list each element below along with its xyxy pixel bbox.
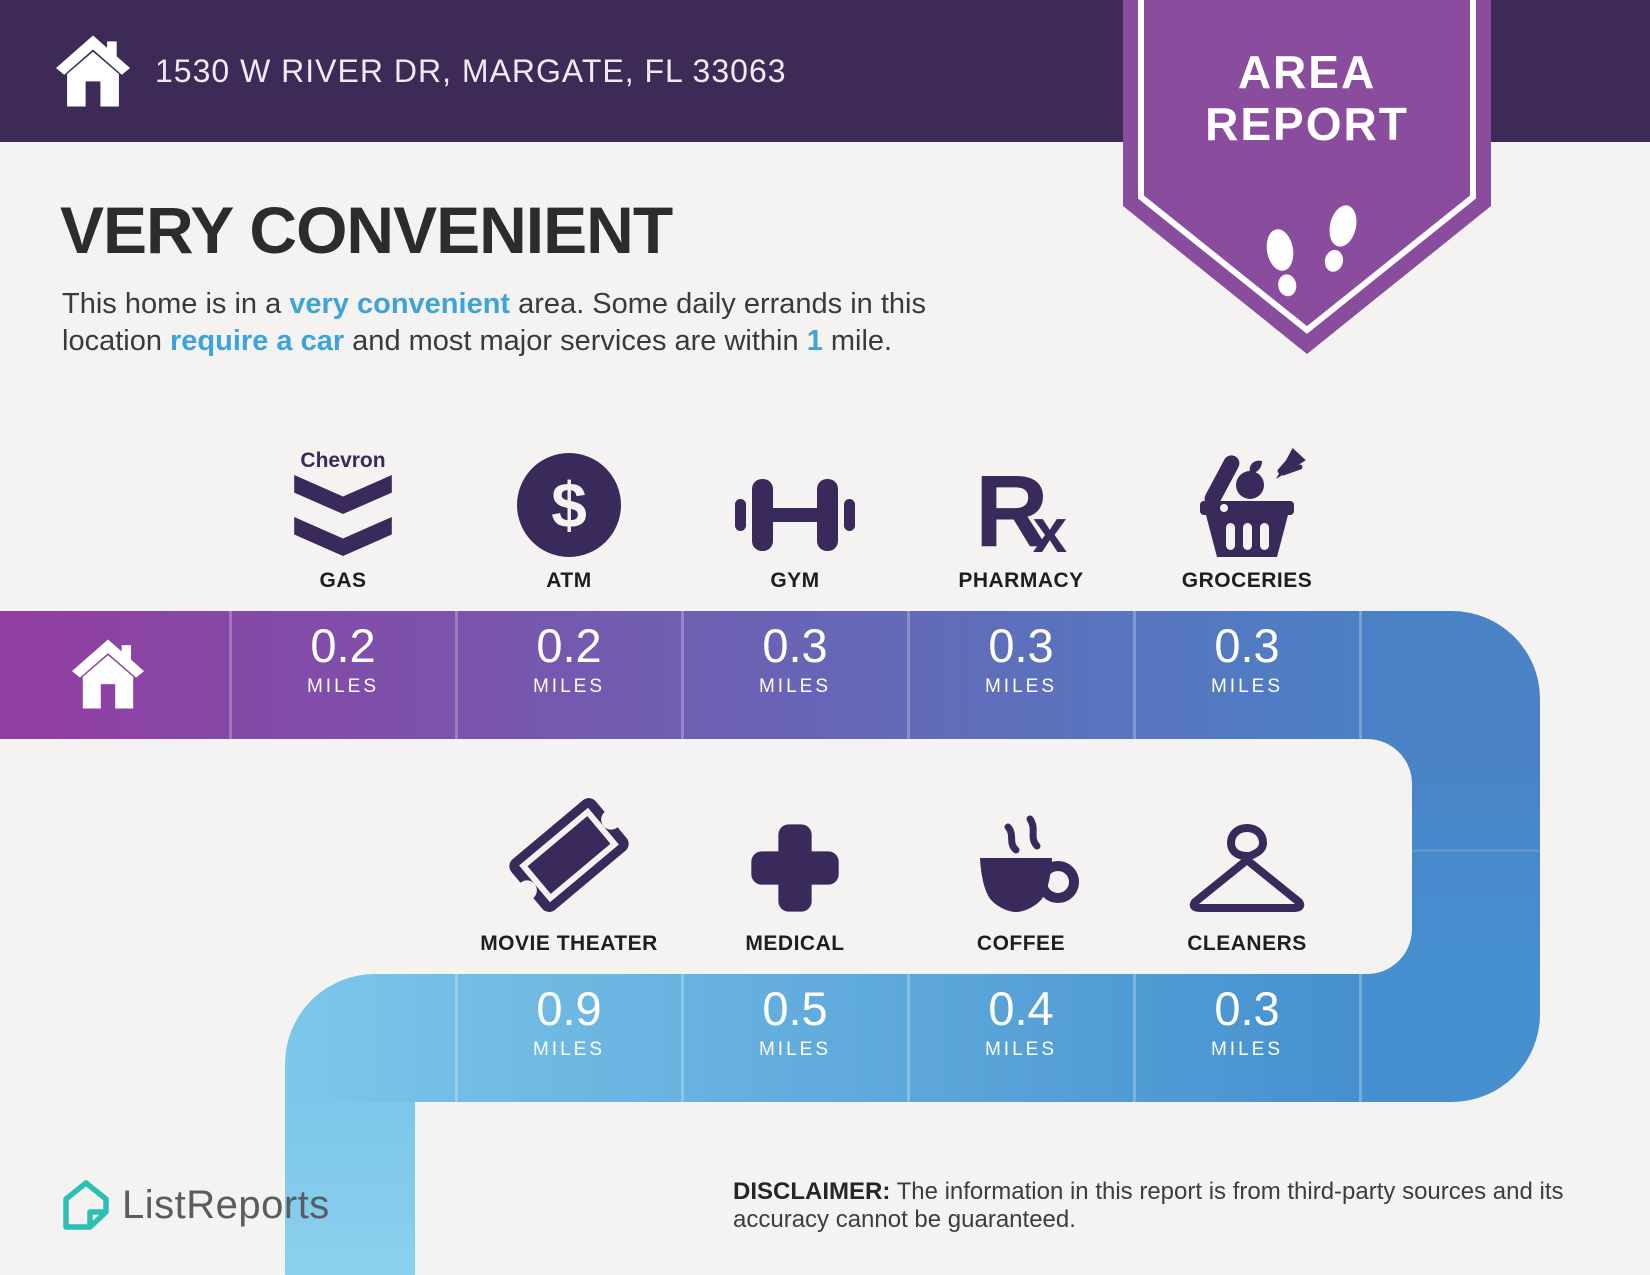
poi-label: ATM <box>546 569 592 592</box>
poi-atm: $ ATM <box>459 415 679 593</box>
badge-line1: AREA <box>1238 46 1376 98</box>
poi-label: PHARMACY <box>958 569 1084 592</box>
poi-label: MEDICAL <box>745 932 845 955</box>
coffee-cup-icon <box>980 815 1079 912</box>
grocery-basket-icon <box>1200 447 1306 557</box>
home-icon <box>56 35 130 107</box>
property-address: 1530 W RIVER DR, MARGATE, FL 33063 <box>155 52 787 89</box>
home-marker-icon <box>72 639 144 709</box>
band-right-connector <box>1340 739 1540 974</box>
disclaimer: DISCLAIMER: The information in this repo… <box>733 1178 1564 1233</box>
poi-movie-theater: MOVIE THEATER <box>459 788 679 956</box>
poi-cleaners: CLEANERS <box>1137 788 1357 956</box>
listreports-logo-icon <box>63 1180 109 1230</box>
description-line2: location require a car and most major se… <box>62 325 893 357</box>
distance-groceries: 0.3 MILES <box>1210 619 1284 698</box>
description: This home is in a very convenient area. … <box>62 286 926 360</box>
band-row2 <box>285 974 1540 1102</box>
listreports-logo-text: ListReports <box>122 1182 330 1227</box>
distance-medical: 0.5 MILES <box>758 982 832 1061</box>
distance-pharmacy: 0.3 MILES <box>984 619 1058 698</box>
band-tail <box>285 1102 415 1275</box>
dumbbell-icon <box>735 479 855 551</box>
distance-gym: 0.3 MILES <box>758 619 832 698</box>
chevron-gas-logo: Chevron <box>294 449 392 557</box>
poi-label: GAS <box>319 569 367 592</box>
distance-atm: 0.2 MILES <box>532 619 606 698</box>
poi-gym: GYM <box>685 415 905 593</box>
distance-cleaners: 0.3 MILES <box>1210 982 1284 1061</box>
area-report-badge: AREA REPORT <box>1123 0 1491 354</box>
poi-label: GYM <box>770 569 820 592</box>
poi-label: COFFEE <box>976 932 1066 955</box>
footprints-icon <box>1266 205 1357 297</box>
poi-coffee: COFFEE <box>911 788 1131 956</box>
poi-groceries: GROCERIES <box>1137 415 1357 593</box>
ticket-icon <box>509 798 629 912</box>
poi-label: CLEANERS <box>1187 932 1307 955</box>
badge-line2: REPORT <box>1205 98 1409 150</box>
band-row1 <box>0 611 1540 739</box>
dollar-circle-icon: $ <box>517 453 621 557</box>
listreports-logo: ListReports <box>62 1180 330 1230</box>
clothes-hanger-icon <box>1189 823 1305 912</box>
poi-label: GROCERIES <box>1181 569 1313 592</box>
badge-shape <box>1123 0 1491 354</box>
poi-label: MOVIE THEATER <box>480 932 658 955</box>
poi-gas: Chevron GAS <box>233 415 453 593</box>
page-title: VERY CONVENIENT <box>60 193 673 267</box>
poi-medical: MEDICAL <box>685 788 905 956</box>
distance-movie-theater: 0.9 MILES <box>532 982 606 1061</box>
distance-coffee: 0.4 MILES <box>984 982 1058 1061</box>
medical-cross-icon <box>751 824 839 912</box>
distance-gas: 0.2 MILES <box>306 619 380 698</box>
description-line1: This home is in a very convenient area. … <box>62 288 926 320</box>
